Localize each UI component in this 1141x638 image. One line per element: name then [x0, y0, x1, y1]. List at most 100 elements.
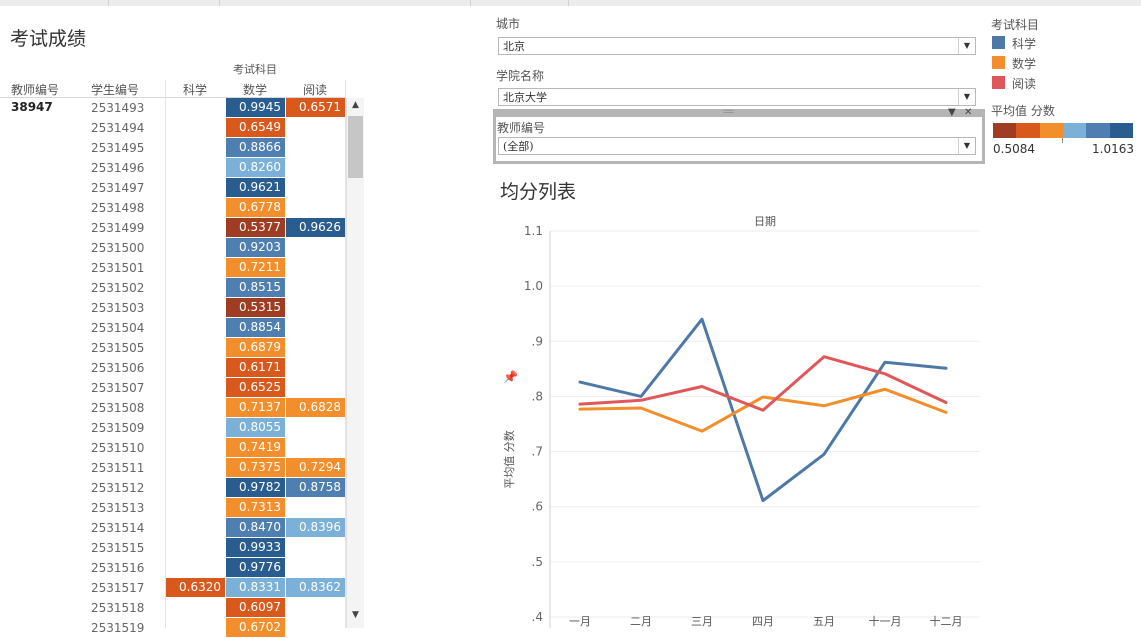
reading-score-cell[interactable]: 0.9626: [286, 218, 345, 237]
table-row[interactable]: 2531509 0.8055: [0, 418, 345, 438]
math-score-cell[interactable]: 0.9776: [226, 558, 285, 577]
reading-score-cell[interactable]: 0.8396: [286, 518, 345, 537]
table-row[interactable]: 2531506 0.6171: [0, 358, 345, 378]
table-row[interactable]: 2531498 0.6778: [0, 198, 345, 218]
math-score-cell[interactable]: 0.7375: [226, 458, 285, 477]
math-score-cell[interactable]: 0.9945: [226, 98, 285, 117]
table-row[interactable]: 2531495 0.8866: [0, 138, 345, 158]
legend-swatch: [992, 76, 1005, 89]
math-score-cell[interactable]: 0.7211: [226, 258, 285, 277]
table-row[interactable]: 2531499 0.5377 0.9626: [0, 218, 345, 238]
column-divider: [165, 80, 166, 628]
math-score-cell[interactable]: 0.9621: [226, 178, 285, 197]
table-row[interactable]: 2531493 0.9945 0.6571: [0, 98, 345, 118]
table-row[interactable]: 2531515 0.9933: [0, 538, 345, 558]
table-row[interactable]: 2531503 0.5315: [0, 298, 345, 318]
close-icon[interactable]: ✕: [964, 107, 973, 118]
math-score-cell[interactable]: 0.6778: [226, 198, 285, 217]
table-row[interactable]: 2531511 0.7375 0.7294: [0, 458, 345, 478]
math-score-cell[interactable]: 0.6879: [226, 338, 285, 357]
table-row[interactable]: 2531505 0.6879: [0, 338, 345, 358]
math-score-cell[interactable]: 0.6525: [226, 378, 285, 397]
table-row[interactable]: 2531494 0.6549: [0, 118, 345, 138]
x-tick-label: 十二月: [930, 614, 963, 628]
reading-score-cell[interactable]: 0.6571: [286, 98, 345, 117]
student-id-cell: 2531509: [91, 421, 145, 435]
teacher-filter-panel[interactable]: :::::::::: ▼ ✕ 教师编号 (全部) ▼: [493, 107, 985, 164]
science-score-cell[interactable]: 0.6320: [166, 578, 225, 597]
math-score-cell[interactable]: 0.8331: [226, 578, 285, 597]
table-row[interactable]: 2531516 0.9776: [0, 558, 345, 578]
math-score-cell[interactable]: 0.8866: [226, 138, 285, 157]
math-score-cell[interactable]: 0.5315: [226, 298, 285, 317]
math-score-cell[interactable]: 0.8854: [226, 318, 285, 337]
reading-score-cell[interactable]: 0.7294: [286, 458, 345, 477]
reading-score-cell[interactable]: 0.6828: [286, 398, 345, 417]
series-line-科学: [578, 317, 948, 503]
ramp-step: [1062, 123, 1087, 138]
math-score-cell[interactable]: 0.8470: [226, 518, 285, 537]
math-score-cell[interactable]: 0.9782: [226, 478, 285, 497]
math-score-cell[interactable]: 0.7137: [226, 398, 285, 417]
math-score-cell[interactable]: 0.7313: [226, 498, 285, 517]
header-teacher[interactable]: 教师编号: [11, 83, 60, 97]
math-score-cell[interactable]: 0.6097: [226, 598, 285, 617]
table-row[interactable]: 2531502 0.8515: [0, 278, 345, 298]
header-student[interactable]: 学生编号: [91, 83, 140, 97]
city-filter-dropdown[interactable]: 北京 ▼: [498, 37, 976, 55]
ramp-max-label: 1.0163: [1092, 142, 1134, 156]
sheet-title: 考试成绩: [10, 28, 87, 50]
student-id-cell: 2531507: [91, 381, 145, 395]
table-row[interactable]: 2531519 0.6702: [0, 618, 345, 638]
scroll-thumb[interactable]: [348, 116, 363, 178]
chevron-up-icon[interactable]: ▲: [352, 100, 359, 110]
table-row[interactable]: 2531510 0.7419: [0, 438, 345, 458]
filter-menu-icon[interactable]: ▼: [948, 107, 956, 118]
subject-legend-title: 考试科目: [991, 18, 1040, 32]
y-tick-label: .7: [532, 445, 543, 459]
reading-score-cell[interactable]: 0.8362: [286, 578, 345, 597]
table-row[interactable]: 2531504 0.8854: [0, 318, 345, 338]
table-row[interactable]: 2531518 0.6097: [0, 598, 345, 618]
table-row[interactable]: 2531517 0.6320 0.8331 0.8362: [0, 578, 345, 598]
math-score-cell[interactable]: 0.8055: [226, 418, 285, 437]
table-row[interactable]: 2531512 0.9782 0.8758: [0, 478, 345, 498]
table-row[interactable]: 2531507 0.6525: [0, 378, 345, 398]
table-row[interactable]: 2531514 0.8470 0.8396: [0, 518, 345, 538]
chevron-down-icon[interactable]: ▼: [958, 38, 975, 54]
table-row[interactable]: 2531496 0.8260: [0, 158, 345, 178]
chevron-down-icon[interactable]: ▼: [958, 89, 975, 105]
student-id-cell: 2531503: [91, 301, 145, 315]
math-score-cell[interactable]: 0.6171: [226, 358, 285, 377]
math-score-cell[interactable]: 0.6549: [226, 118, 285, 137]
table-row[interactable]: 2531500 0.9203: [0, 238, 345, 258]
line-chart: 日期 1.1 1.0 .9 .8 .7 .6 .5 .4 平均值 分数 📌 一月 二月 三月 四月 五月 十一月…: [503, 215, 980, 628]
chevron-down-icon[interactable]: ▼: [958, 138, 975, 154]
pin-icon[interactable]: 📌: [503, 369, 518, 384]
x-tick-label: 一月: [569, 615, 591, 628]
math-score-cell[interactable]: 0.8260: [226, 158, 285, 177]
table-row[interactable]: 2531501 0.7211: [0, 258, 345, 278]
table-row[interactable]: 2531513 0.7313: [0, 498, 345, 518]
table-row[interactable]: 2531508 0.7137 0.6828: [0, 398, 345, 418]
ramp-step: [1109, 123, 1133, 138]
math-score-cell[interactable]: 0.9203: [226, 238, 285, 257]
header-reading[interactable]: 阅读: [303, 83, 328, 97]
chevron-down-icon[interactable]: ▼: [352, 610, 359, 620]
math-score-cell[interactable]: 0.9933: [226, 538, 285, 557]
drag-handle-icon[interactable]: ::::::::::: [723, 108, 734, 115]
table-scrollbar[interactable]: ▲ ▼: [346, 98, 364, 628]
header-math[interactable]: 数学: [243, 83, 268, 97]
ramp-step: [993, 123, 1017, 138]
y-tick-label: .6: [532, 500, 543, 514]
reading-score-cell[interactable]: 0.8758: [286, 478, 345, 497]
math-score-cell[interactable]: 0.8515: [226, 278, 285, 297]
math-score-cell[interactable]: 0.7419: [226, 438, 285, 457]
teacher-filter-dropdown[interactable]: (全部) ▼: [498, 137, 976, 155]
table-row[interactable]: 2531497 0.9621: [0, 178, 345, 198]
student-id-cell: 2531512: [91, 481, 145, 495]
y-tick-label: .9: [532, 334, 543, 348]
header-science[interactable]: 科学: [183, 83, 208, 97]
math-score-cell[interactable]: 0.5377: [226, 218, 285, 237]
college-filter-dropdown[interactable]: 北京大学 ▼: [498, 88, 976, 106]
